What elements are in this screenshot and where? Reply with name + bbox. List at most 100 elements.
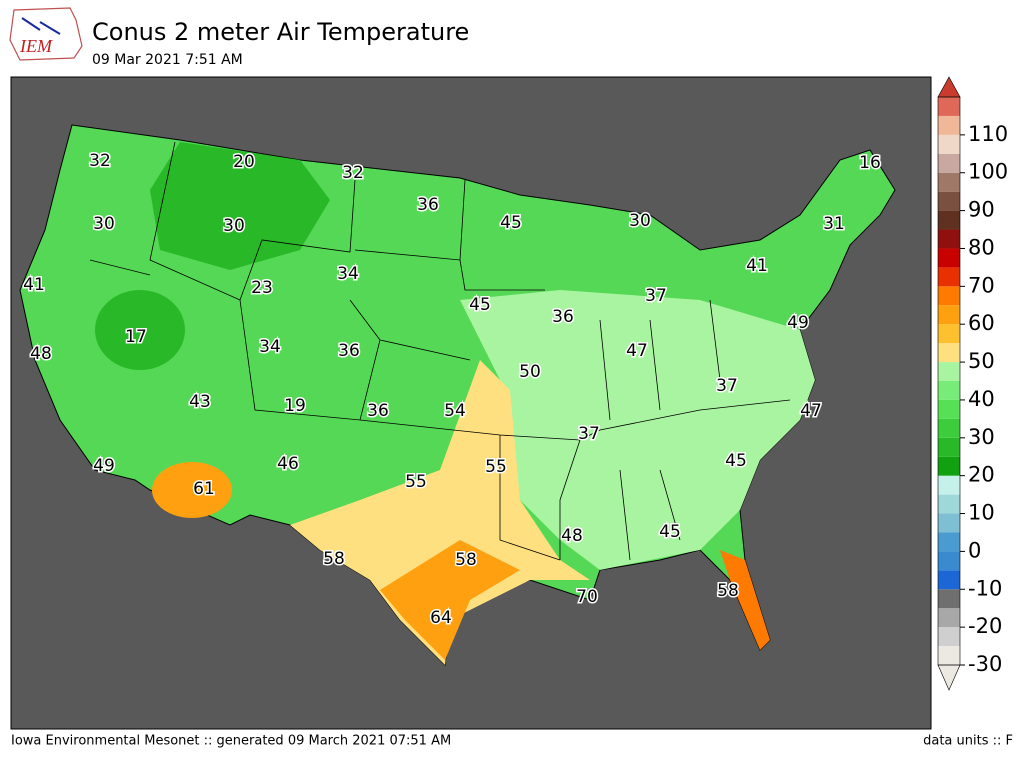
station-value: 37 <box>578 424 600 444</box>
station-value: 47 <box>626 341 648 361</box>
station-value: 48 <box>561 526 583 546</box>
station-value: 34 <box>337 264 359 284</box>
colorbar-tick-label: -30 <box>968 652 1002 676</box>
hot-texas <box>380 540 520 660</box>
colorbar-tick-label: 10 <box>968 501 995 525</box>
colorbar-segment <box>938 210 960 230</box>
colorbar-tick-label: 30 <box>968 425 995 449</box>
colorbar-segment <box>938 115 960 135</box>
station-value: 34 <box>259 337 281 357</box>
colorbar-segment <box>938 305 960 325</box>
footer-left: Iowa Environmental Mesonet :: generated … <box>11 734 451 749</box>
station-value: 46 <box>277 454 299 474</box>
station-value: 50 <box>519 362 541 382</box>
station-value: 37 <box>645 286 667 306</box>
colorbar-segment <box>938 172 960 192</box>
colorbar-tick-label: 20 <box>968 463 995 487</box>
colorbar-tick-label: -20 <box>968 614 1002 638</box>
warm-east <box>460 290 815 570</box>
station-value: 16 <box>859 153 881 173</box>
colorbar-segment <box>938 418 960 438</box>
colorbar-segment <box>938 248 960 268</box>
station-value: 23 <box>251 278 273 298</box>
colorbar-over <box>937 76 961 98</box>
colorbar-segment <box>938 229 960 249</box>
station-value: 70 <box>576 587 598 607</box>
station-value: 31 <box>823 214 845 234</box>
colorbar-segment <box>938 286 960 306</box>
colorbar-segment <box>938 97 960 116</box>
colorbar-tick-label: 0 <box>968 538 981 562</box>
station-value: 41 <box>746 256 768 276</box>
station-value: 43 <box>189 392 211 412</box>
station-value: 45 <box>725 451 747 471</box>
colorbar-tick-label: 40 <box>968 387 995 411</box>
colorbar-segment <box>938 381 960 400</box>
colorbar-segment <box>938 532 960 552</box>
station-value: 36 <box>552 307 574 327</box>
colorbar-segment <box>938 627 960 647</box>
colorbar-segment <box>938 153 960 173</box>
station-value: 58 <box>455 550 477 570</box>
colorbar-segment <box>938 494 960 514</box>
station-value: 49 <box>787 313 809 333</box>
station-value: 49 <box>93 456 115 476</box>
footer-right: data units :: F <box>923 734 1013 749</box>
warm-south <box>290 360 590 665</box>
station-labels: 32 20 32 16 30 30 36 45 30 31 41 41 23 34 45 36 37 49 17 48… <box>22 150 883 630</box>
station-value: 32 <box>89 151 111 171</box>
station-value: 17 <box>125 327 147 347</box>
map <box>10 76 932 730</box>
station-value: 58 <box>717 581 739 601</box>
station-value: 58 <box>323 549 345 569</box>
colorbar-segment <box>938 513 960 533</box>
colorbar-segment <box>938 456 960 476</box>
colorbar-frame <box>937 96 961 666</box>
station-value: 30 <box>629 211 651 231</box>
colorbar-segment <box>938 608 960 628</box>
colorbar-segment <box>938 343 960 363</box>
state-lines <box>89 141 791 561</box>
station-value: 30 <box>223 216 245 236</box>
colorbar-under <box>937 664 961 691</box>
colorbar-segment <box>938 399 960 419</box>
station-value: 36 <box>367 401 389 421</box>
logo-text: IEM <box>19 36 53 56</box>
colorbar-segment <box>938 324 960 344</box>
station-value: 48 <box>30 344 52 364</box>
colorbar-segment <box>938 191 960 211</box>
station-value: 32 <box>342 163 364 183</box>
station-value: 30 <box>93 214 115 234</box>
cool-north <box>150 142 330 270</box>
colorbar-segment <box>938 267 960 287</box>
colorbar-tick-label: 80 <box>968 235 995 259</box>
station-value: 64 <box>430 608 452 628</box>
station-value: 36 <box>417 195 439 215</box>
logo: IEM <box>9 7 83 61</box>
colorbar-tick-label: 50 <box>968 349 995 373</box>
colorbar-segment <box>938 475 960 495</box>
colorbar-tick-label: 110 <box>968 122 1008 146</box>
colorbar-tick-label: 60 <box>968 311 995 335</box>
station-value: 19 <box>284 396 306 416</box>
station-value: 36 <box>338 341 360 361</box>
station-value: 45 <box>500 213 522 233</box>
colorbar-segment <box>938 362 960 381</box>
colorbar-segment <box>938 551 960 571</box>
colorbar-segment <box>938 570 960 590</box>
station-value: 45 <box>659 522 681 542</box>
station-value: 55 <box>405 472 427 492</box>
colorbar-segment <box>938 134 960 154</box>
colorbar-tick-label: 100 <box>968 160 1008 184</box>
station-value: 47 <box>800 401 822 421</box>
station-value: 55 <box>485 457 507 477</box>
colorbar-tick-label: -10 <box>968 576 1002 600</box>
colorbar-tick-label: 90 <box>968 198 995 222</box>
subtitle: 09 Mar 2021 7:51 AM <box>92 52 243 68</box>
colorbar-segment <box>938 437 960 457</box>
hot-florida <box>720 550 770 650</box>
station-value: 37 <box>716 376 738 396</box>
colorbar: -30 -20 -10 0 10 20 30 40 50 60 70 80 90 100 110 <box>937 76 1008 691</box>
station-value: 61 <box>193 479 215 499</box>
